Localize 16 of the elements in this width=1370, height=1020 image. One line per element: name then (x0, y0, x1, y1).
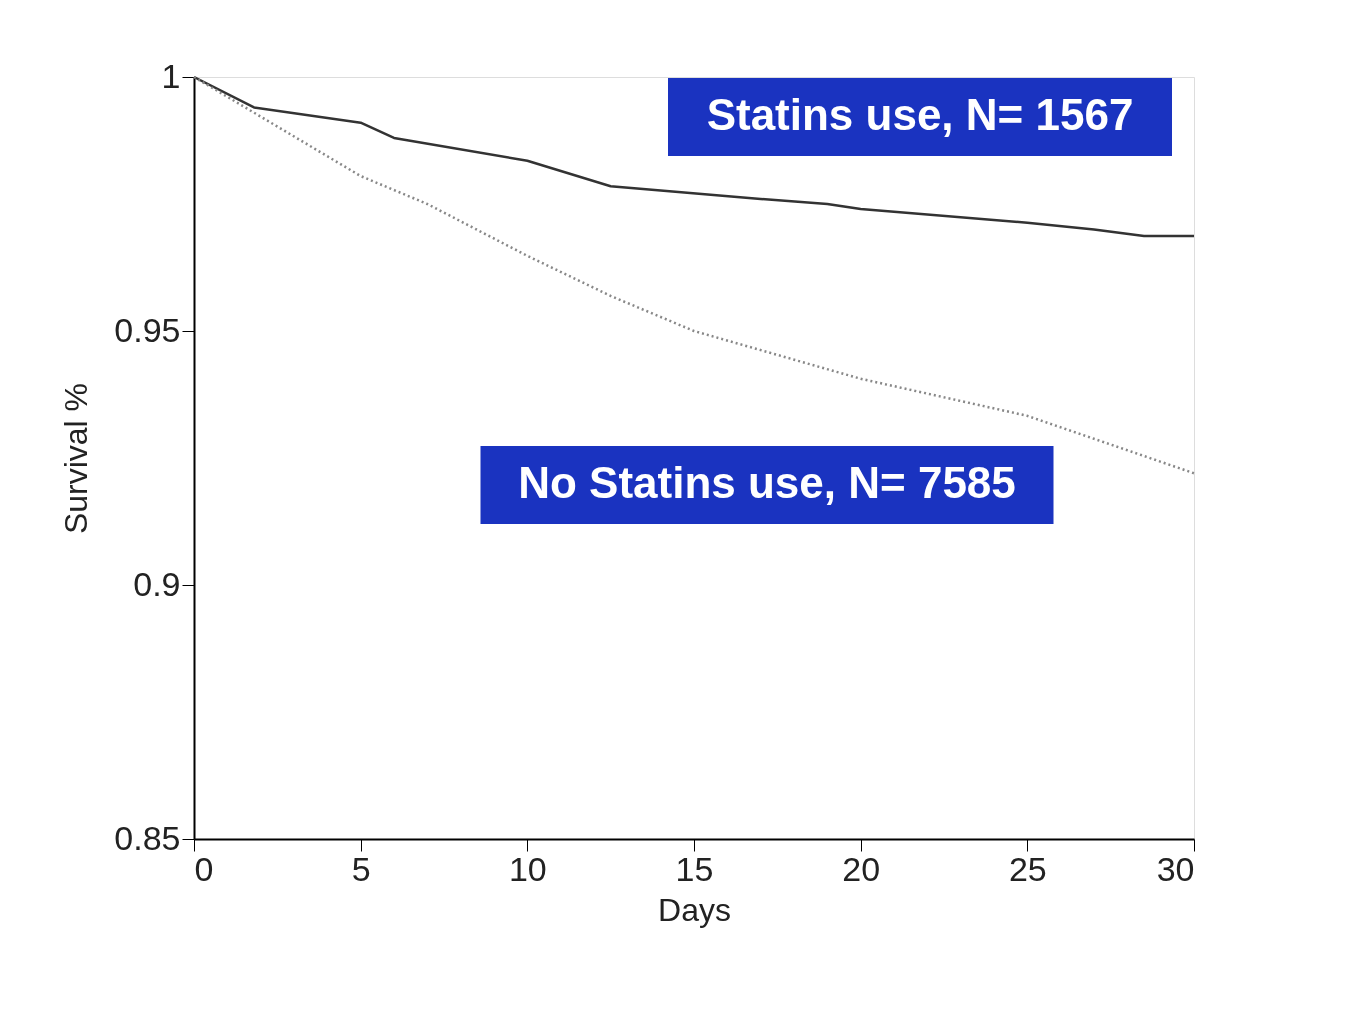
y-tick-label: 0.9 (133, 564, 181, 603)
annotation: No Statins use, N= 7585 (518, 458, 1016, 507)
y-axis-title: Survival % (58, 382, 95, 535)
x-tick-label: 25 (1008, 849, 1047, 888)
y-tick-label: 0.85 (114, 818, 181, 857)
x-tick-label: 20 (842, 849, 881, 888)
x-tick-label: 30 (1156, 849, 1195, 888)
line-series (192, 75, 1196, 238)
x-tick-label: 0 (194, 849, 214, 888)
x-tick-label: 10 (508, 849, 547, 888)
y-tick-label: 1 (161, 56, 181, 95)
annotation: Statins use, N= 1567 (706, 90, 1134, 139)
x-tick-label: 15 (675, 849, 714, 888)
x-axis-title: Days (658, 891, 731, 928)
y-tick-label: 0.95 (114, 310, 181, 349)
x-tick-label: 5 (351, 849, 371, 888)
